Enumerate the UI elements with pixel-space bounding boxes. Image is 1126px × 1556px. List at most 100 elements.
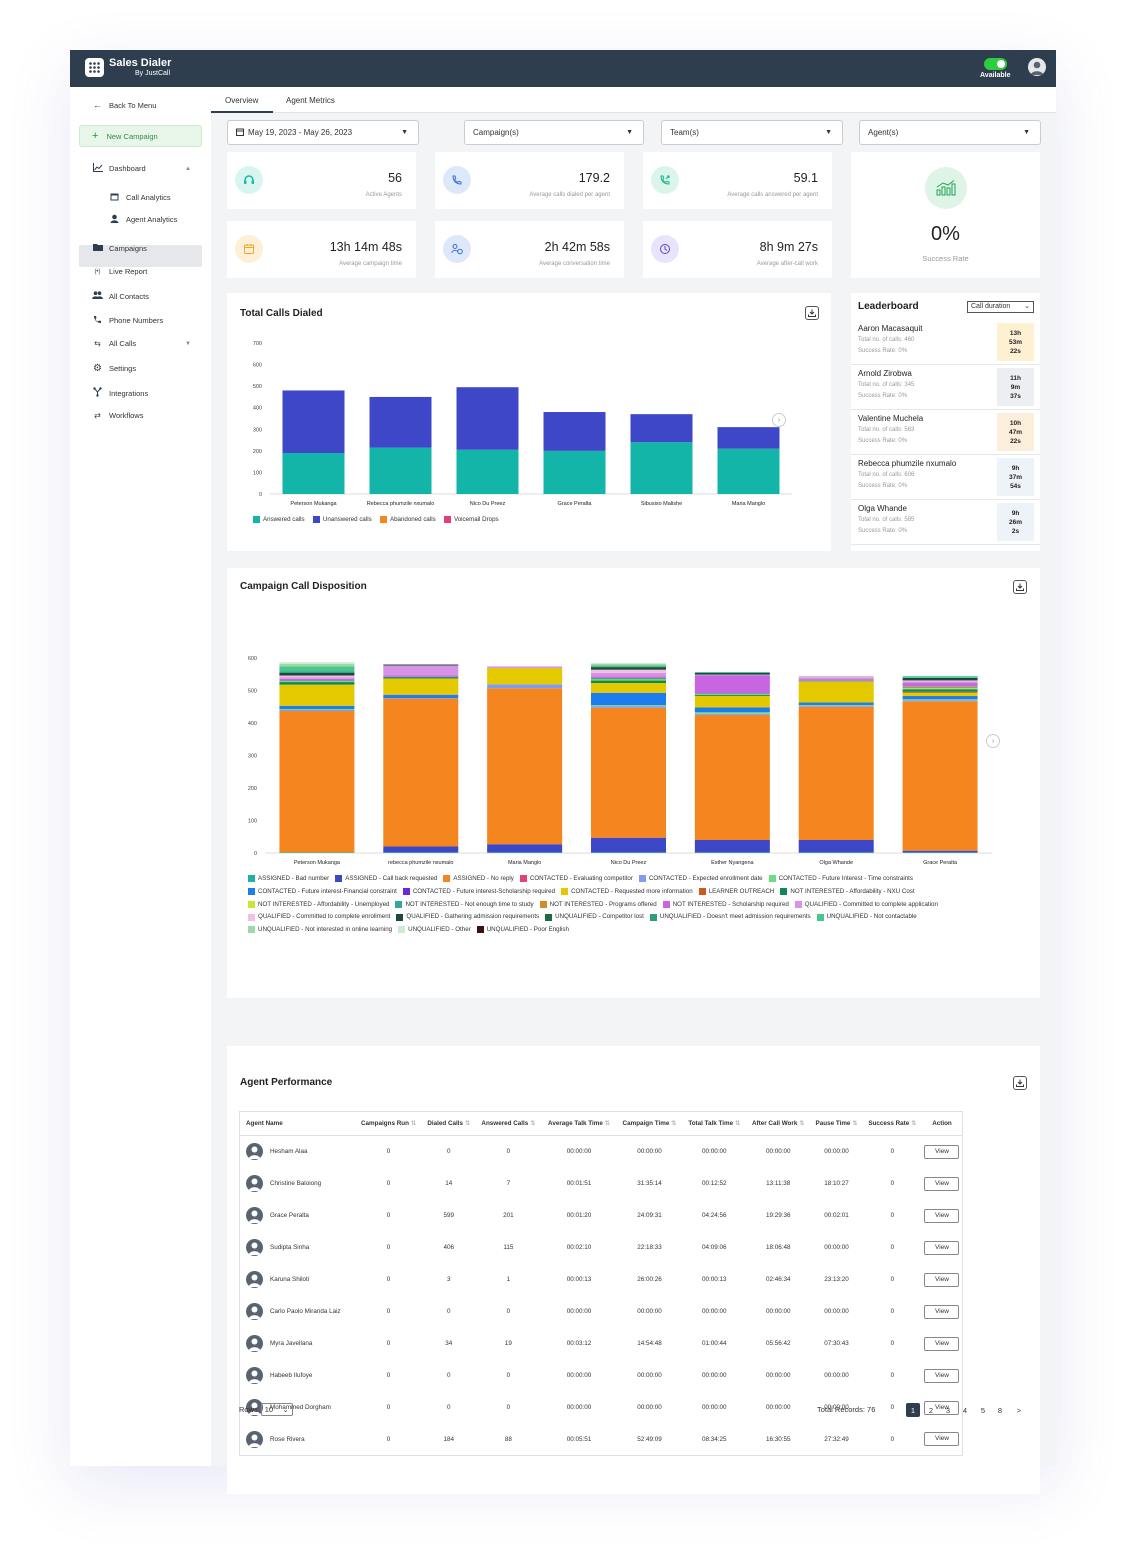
- availability-toggle[interactable]: [984, 58, 1007, 70]
- sidebar-item-label: Dashboard: [109, 164, 146, 173]
- leaderboard-row[interactable]: Rebecca phumzile nxumalo Total no. of cal…: [851, 455, 1040, 500]
- page-button[interactable]: 5: [980, 1405, 986, 1415]
- chevron-right-icon[interactable]: ›: [986, 734, 1000, 748]
- tab-overview[interactable]: Overview: [225, 96, 259, 105]
- legend-item[interactable]: ASSIGNED - Call back requested: [335, 873, 437, 885]
- legend-item[interactable]: Voicemail Drops: [443, 516, 499, 523]
- chevron-right-icon[interactable]: ›: [772, 413, 786, 427]
- user-avatar-icon[interactable]: [1028, 58, 1046, 76]
- new-campaign-button[interactable]: + New Campaign: [79, 125, 202, 147]
- view-button[interactable]: View: [924, 1432, 960, 1447]
- date-range-picker[interactable]: May 19, 2023 - May 26, 2023 ▼: [227, 120, 419, 145]
- sidebar-item-live-report[interactable]: (•) Live Report: [92, 267, 147, 276]
- view-button[interactable]: View: [924, 1368, 960, 1383]
- legend-item[interactable]: UNQUALIFIED - Doesn't meet admission req…: [649, 911, 811, 923]
- legend-item[interactable]: CONTACTED - Future interest-Scholarship …: [402, 886, 555, 898]
- legend-item[interactable]: UNQUALIFIED - Poor English: [476, 924, 569, 936]
- sidebar-item-campaigns[interactable]: Campaigns: [92, 243, 147, 253]
- legend-item[interactable]: UNQUALIFIED - Other: [398, 924, 471, 936]
- view-button[interactable]: View: [924, 1208, 960, 1223]
- page-button[interactable]: 1: [906, 1403, 920, 1417]
- col-header[interactable]: Campaign Time ⇅: [616, 1111, 683, 1136]
- view-button[interactable]: View: [924, 1144, 960, 1159]
- legend-item[interactable]: Answered calls: [253, 516, 305, 523]
- team-select[interactable]: Team(s) ▼: [661, 120, 843, 145]
- legend-item[interactable]: Abandoned calls: [379, 516, 436, 523]
- download-icon[interactable]: [805, 306, 819, 320]
- table-row: Christine Baloiong 0 14 7 00:01:51 31:35:14 00…: [240, 1168, 963, 1200]
- sidebar-item-call-analytics[interactable]: Call Analytics: [109, 192, 171, 203]
- agent-select[interactable]: Agent(s) ▼: [859, 120, 1041, 145]
- download-icon[interactable]: [1013, 580, 1027, 594]
- sidebar-item-all-contacts[interactable]: All Contacts: [92, 291, 149, 301]
- table-cell: 14: [445, 1180, 453, 1187]
- leaderboard-row[interactable]: Valentine Muchela Total no. of calls: 563…: [851, 410, 1040, 455]
- col-header[interactable]: Dialed Calls ⇅: [422, 1111, 476, 1136]
- leaderboard-sort-select[interactable]: Call duration ⌄: [967, 301, 1034, 313]
- agent-name: Carlo Paolo Miranda Laiz: [270, 1308, 341, 1316]
- view-button[interactable]: View: [924, 1240, 960, 1255]
- page-button[interactable]: 2: [928, 1405, 934, 1415]
- table-cell: 0: [386, 1212, 391, 1219]
- legend-item[interactable]: NOT INTERESTED - Not enough time to stud…: [395, 899, 534, 911]
- view-button[interactable]: View: [924, 1304, 960, 1319]
- rows-select[interactable]: 10 ⌄: [260, 1403, 293, 1416]
- tab-agent-metrics[interactable]: Agent Metrics: [286, 96, 335, 105]
- view-button[interactable]: View: [924, 1400, 960, 1415]
- sidebar-item-agent-analytics[interactable]: [79, 245, 202, 267]
- legend-item[interactable]: CONTACTED - Expected enrollment date: [638, 873, 763, 885]
- legend-item[interactable]: NOT INTERESTED - Programs offered: [539, 899, 657, 911]
- legend-item[interactable]: CONTACTED - Future Interest - Time const…: [768, 873, 913, 885]
- page-button[interactable]: 8: [997, 1405, 1003, 1415]
- bar-segment: [591, 677, 666, 680]
- next-page-button[interactable]: >: [1016, 1405, 1022, 1415]
- legend-item[interactable]: ASSIGNED - Bad number: [248, 873, 329, 885]
- x-tick-label: Maria Manglo: [732, 501, 765, 507]
- page-button[interactable]: 3: [945, 1405, 951, 1415]
- leaderboard-row[interactable]: Olga Whande Total no. of calls: 585 Succes…: [851, 500, 1040, 545]
- table-cell: 00:00:00: [824, 1244, 849, 1251]
- sidebar-item-all-calls[interactable]: ⇆ All Calls ▼: [92, 339, 192, 348]
- legend-item[interactable]: CONTACTED - Requested more information: [561, 886, 693, 898]
- legend-item[interactable]: NOT INTERESTED - Affordability - NXU Cos…: [780, 886, 915, 898]
- table-cell: 0: [890, 1212, 895, 1219]
- sidebar-item-settings[interactable]: ⚙ Settings: [92, 363, 136, 374]
- col-header[interactable]: Success Rate ⇅: [862, 1111, 922, 1136]
- legend-item[interactable]: CONTACTED - Evaluating competitor: [519, 873, 633, 885]
- legend-swatch: [253, 516, 260, 523]
- col-header[interactable]: Average Talk Time ⇅: [541, 1111, 617, 1136]
- legend-item[interactable]: ASSIGNED - No reply: [443, 873, 514, 885]
- view-button[interactable]: View: [924, 1336, 960, 1351]
- sidebar-item-phone-numbers[interactable]: Phone Numbers: [92, 315, 163, 326]
- back-to-menu-link[interactable]: ← Back To Menu: [92, 100, 156, 110]
- col-header[interactable]: Agent Name: [239, 1111, 355, 1136]
- sidebar-item-dashboard[interactable]: Dashboard ▲: [92, 163, 192, 174]
- legend-swatch: [476, 926, 484, 934]
- col-header[interactable]: After Call Work ⇅: [746, 1111, 811, 1136]
- leaderboard-row[interactable]: Aaron Macasaquit Total no. of calls: 460 S…: [851, 320, 1040, 365]
- sidebar-item-workflows[interactable]: ⇄ Workflows: [92, 411, 143, 420]
- col-header[interactable]: Pause Time ⇅: [810, 1111, 863, 1136]
- view-button[interactable]: View: [924, 1176, 960, 1191]
- legend-item[interactable]: QUALIFIED - Committed to complete applic…: [794, 899, 938, 911]
- sidebar-item-agent-analytics-label-row[interactable]: Agent Analytics: [109, 214, 177, 225]
- sidebar-item-integrations[interactable]: Integrations: [92, 387, 148, 399]
- legend-item[interactable]: CONTACTED - Future interest-Financial co…: [248, 886, 397, 898]
- legend-item[interactable]: UNQUALIFIED - Not contactable: [816, 911, 917, 923]
- campaign-select[interactable]: Campaign(s) ▼: [464, 120, 644, 145]
- legend-item[interactable]: Unanswered calls: [312, 516, 372, 523]
- legend-item[interactable]: NOT INTERESTED - Affordability - Unemplo…: [248, 899, 389, 911]
- legend-item[interactable]: NOT INTERESTED - Scholarship required: [662, 899, 789, 911]
- page-button[interactable]: 4: [962, 1405, 968, 1415]
- legend-item[interactable]: LEARNER OUTREACH: [698, 886, 774, 898]
- download-icon[interactable]: [1013, 1076, 1027, 1090]
- legend-item[interactable]: QUALIFIED - Committed to complete enroll…: [248, 911, 390, 923]
- col-header[interactable]: Campaigns Run ⇅: [354, 1111, 423, 1136]
- leaderboard-row[interactable]: Arnold Zirobwa Total no. of calls: 345 Suc…: [851, 365, 1040, 410]
- col-header[interactable]: Answered Calls ⇅: [475, 1111, 542, 1136]
- col-header[interactable]: Total Talk Time ⇅: [682, 1111, 747, 1136]
- legend-item[interactable]: QUALIFIED - Gathering admission requirem…: [396, 911, 539, 923]
- legend-item[interactable]: UNQUALIFIED - Competitor lost: [545, 911, 644, 923]
- legend-item[interactable]: UNQUALIFIED - Not interested in online l…: [248, 924, 392, 936]
- view-button[interactable]: View: [924, 1272, 960, 1287]
